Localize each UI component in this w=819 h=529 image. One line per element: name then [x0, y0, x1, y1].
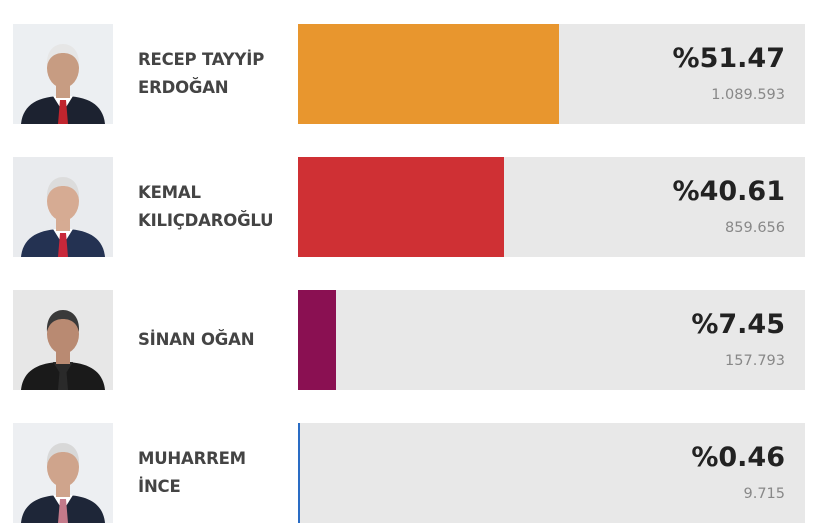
- portrait-illustration: [13, 290, 113, 390]
- candidate-name: MUHARREM İNCE: [138, 423, 288, 523]
- percent-label: %0.46: [691, 442, 785, 473]
- candidate-name-line1: SİNAN OĞAN: [138, 330, 255, 349]
- candidate-row: MUHARREM İNCE %0.46 9.715: [0, 423, 819, 523]
- portrait-illustration: [13, 423, 113, 523]
- votes-label: 9.715: [743, 486, 785, 502]
- bar-fill: [298, 290, 336, 390]
- bar-track: %0.46 9.715: [298, 423, 805, 523]
- candidate-name-line2: İNCE: [138, 477, 181, 496]
- portrait-face: [47, 48, 79, 88]
- bar-track: %7.45 157.793: [298, 290, 805, 390]
- candidate-name: SİNAN OĞAN: [138, 290, 288, 390]
- candidate-photo: [13, 157, 113, 257]
- bar-fill: [298, 157, 504, 257]
- candidate-name: KEMAL KILIÇDAROĞLU: [138, 157, 288, 257]
- portrait-hair: [46, 443, 80, 465]
- portrait-hair: [46, 310, 80, 332]
- portrait-tie: [58, 366, 68, 390]
- portrait-face: [47, 181, 79, 221]
- percent-label: %7.45: [691, 309, 785, 340]
- portrait-face: [47, 314, 79, 354]
- portrait-tie: [58, 499, 68, 523]
- candidate-row: SİNAN OĞAN %7.45 157.793: [0, 290, 819, 390]
- votes-label: 1.089.593: [711, 87, 785, 103]
- candidate-name-line1: RECEP TAYYİP: [138, 50, 265, 69]
- percent-label: %40.61: [672, 176, 785, 207]
- portrait-face: [47, 447, 79, 487]
- candidate-name: RECEP TAYYİP ERDOĞAN: [138, 24, 288, 124]
- portrait-tie: [58, 100, 68, 124]
- bar-fill: [298, 24, 559, 124]
- percent-label: %51.47: [672, 43, 785, 74]
- candidate-row: KEMAL KILIÇDAROĞLU %40.61 859.656: [0, 157, 819, 257]
- portrait-hair: [46, 177, 80, 199]
- candidate-name-line2: KILIÇDAROĞLU: [138, 211, 274, 230]
- votes-label: 157.793: [725, 353, 785, 369]
- candidate-row: RECEP TAYYİP ERDOĞAN %51.47 1.089.593: [0, 24, 819, 124]
- portrait-illustration: [13, 157, 113, 257]
- candidate-photo: [13, 24, 113, 124]
- bar-fill: [298, 423, 301, 523]
- portrait-illustration: [13, 24, 113, 124]
- candidate-name-line1: KEMAL: [138, 183, 201, 202]
- portrait-hair: [46, 44, 80, 66]
- candidate-name-line1: MUHARREM: [138, 449, 246, 468]
- portrait-tie: [58, 233, 68, 257]
- votes-label: 859.656: [725, 220, 785, 236]
- candidate-photo: [13, 290, 113, 390]
- bar-track: %51.47 1.089.593: [298, 24, 805, 124]
- candidate-photo: [13, 423, 113, 523]
- candidate-name-line2: ERDOĞAN: [138, 78, 229, 97]
- bar-track: %40.61 859.656: [298, 157, 805, 257]
